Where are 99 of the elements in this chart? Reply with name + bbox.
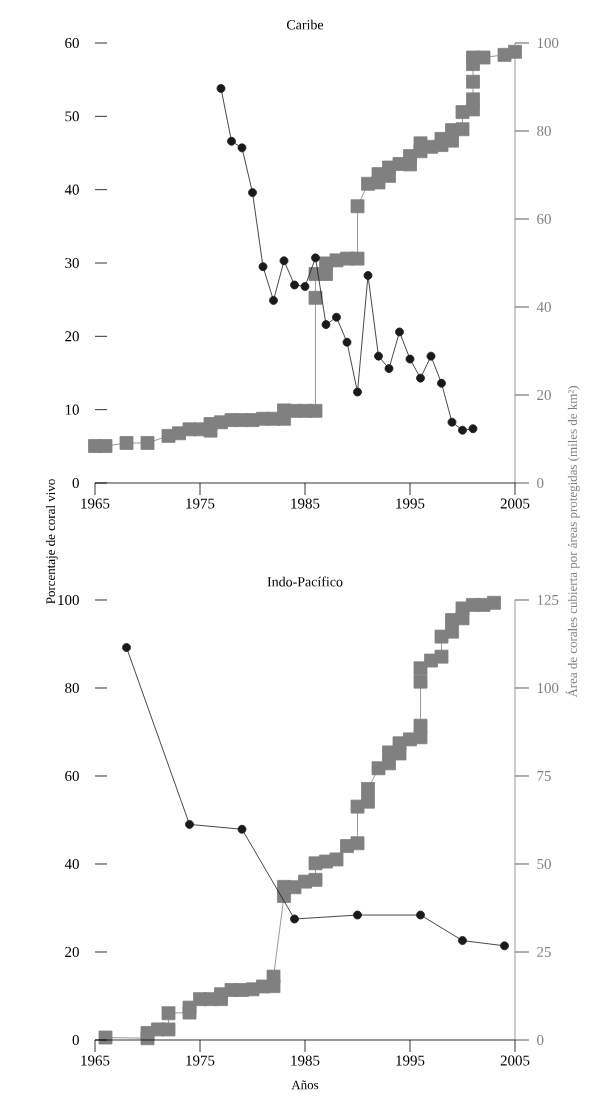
point	[468, 424, 478, 434]
y2-tick-label: 60	[537, 213, 551, 225]
y2-tick-label: 75	[537, 771, 551, 781]
point	[290, 280, 299, 290]
point	[140, 436, 155, 450]
y-tick-label: 80	[65, 682, 79, 694]
point	[279, 256, 289, 266]
point	[350, 251, 365, 266]
point	[361, 782, 375, 796]
x-tick-label: 1965	[81, 1055, 110, 1066]
point	[161, 1006, 176, 1021]
point	[185, 820, 194, 829]
x-tick-label: 2005	[500, 1055, 530, 1066]
point	[237, 824, 247, 834]
point	[458, 936, 467, 945]
y2-tick-label: 40	[536, 301, 551, 313]
point	[329, 852, 344, 867]
y2-axis-title: Área de corales cubierta por áreas protegidas (miles de km²)	[565, 386, 580, 698]
point	[395, 327, 404, 337]
point	[122, 643, 131, 652]
x-tick-label: 1985	[291, 498, 320, 509]
y-tick-label: 100	[58, 594, 79, 606]
point	[426, 351, 436, 361]
point	[353, 910, 362, 920]
chart-title: Indo-Pacífico	[267, 576, 343, 587]
point	[216, 84, 226, 93]
point	[182, 1000, 197, 1015]
x-tick-label: 2005	[500, 498, 530, 509]
y2-tick-label: 100	[537, 682, 559, 694]
y2-tick-label: 20	[537, 389, 551, 401]
y-tick-label: 10	[65, 404, 79, 415]
point	[119, 436, 134, 450]
point	[447, 417, 457, 427]
point	[269, 295, 278, 305]
point	[98, 1030, 113, 1045]
point	[237, 143, 247, 153]
point	[455, 122, 470, 137]
point	[466, 74, 480, 89]
point	[437, 378, 446, 388]
point	[374, 351, 383, 361]
point	[308, 872, 323, 887]
point	[332, 312, 341, 322]
y-tick-label: 0	[72, 1034, 79, 1046]
y2-tick-label: 0	[537, 477, 544, 489]
x-tick-label: 1995	[396, 498, 425, 509]
point	[500, 941, 509, 951]
point	[353, 387, 362, 397]
point	[361, 794, 375, 809]
y2-tick-label: 80	[537, 125, 551, 137]
point	[248, 188, 257, 197]
point	[258, 262, 268, 272]
point	[416, 910, 425, 920]
point	[311, 253, 320, 263]
y2-tick-label: 0	[537, 1034, 544, 1046]
point	[487, 595, 501, 610]
point	[466, 57, 480, 72]
point	[384, 364, 394, 373]
point	[300, 282, 310, 291]
point	[227, 136, 236, 146]
point	[161, 1022, 176, 1037]
y-tick-label: 0	[72, 477, 79, 489]
chart-title: Caribe	[286, 19, 324, 30]
y-tick-label: 20	[65, 946, 79, 958]
y-tick-label: 40	[64, 184, 79, 195]
point	[342, 337, 352, 347]
x-axis-title: Años	[291, 1080, 319, 1090]
y-tick-label: 20	[65, 331, 79, 342]
y-axis-title: Porcentaje de coral vivo	[45, 479, 58, 604]
y-tick-label: 30	[65, 257, 79, 269]
y2-tick-label: 50	[537, 858, 551, 870]
y-tick-label: 60	[65, 37, 79, 49]
x-tick-label: 1985	[291, 1055, 320, 1066]
point	[405, 354, 415, 364]
x-tick-label: 1995	[396, 1055, 425, 1066]
point	[416, 373, 425, 383]
point	[308, 290, 323, 305]
y-tick-label: 40	[64, 858, 79, 870]
point	[413, 718, 428, 733]
point	[466, 92, 480, 107]
point	[413, 674, 428, 689]
point	[266, 969, 281, 984]
point	[350, 199, 365, 214]
x-tick-label: 1975	[186, 498, 215, 509]
point	[363, 271, 373, 280]
point	[458, 425, 467, 435]
point	[98, 439, 113, 453]
point	[350, 836, 365, 851]
x-tick-label: 1965	[81, 498, 110, 509]
y2-tick-label: 25	[537, 946, 551, 958]
x-tick-label: 1975	[186, 1055, 215, 1066]
y-tick-label: 50	[65, 111, 79, 122]
point	[434, 649, 449, 664]
point	[308, 403, 323, 418]
point	[321, 320, 331, 329]
y2-tick-label: 125	[537, 594, 559, 606]
point	[508, 44, 522, 59]
point	[290, 914, 299, 924]
y-tick-label: 60	[65, 770, 79, 782]
y2-tick-label: 100	[537, 37, 559, 49]
